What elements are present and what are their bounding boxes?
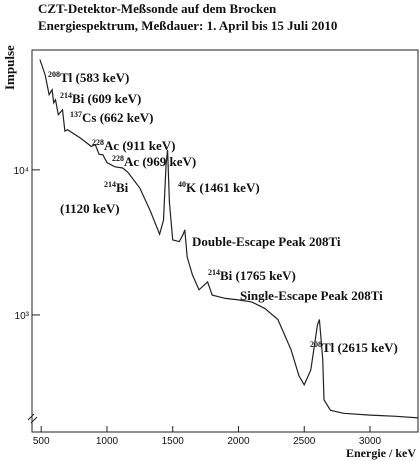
annotation: 137Cs (662 keV) <box>70 110 154 125</box>
annotation-text: Double-Escape Peak 208Ti <box>192 234 341 249</box>
annotation-sup: 40 <box>178 180 186 189</box>
annotation-sup: 214 <box>104 180 116 189</box>
annotation-text: Bi <box>116 180 129 195</box>
annotation-text: Single-Escape Peak 208Ti <box>240 288 383 303</box>
annotation: 228Ac (969 keV) <box>112 154 196 169</box>
annotation: 40K (1461 keV) <box>178 180 260 195</box>
annotation-text: K (1461 keV) <box>186 180 260 195</box>
annotation: 214Bi (609 keV) <box>60 91 141 106</box>
annotation: 208Tl (2615 keV) <box>310 340 398 355</box>
y-tick-label: 10³ <box>15 311 30 322</box>
annotation-sup: 137 <box>70 110 82 119</box>
annotation: 214Bi <box>104 180 129 195</box>
annotation-sup: 228 <box>92 138 104 147</box>
annotation-sup: 214 <box>208 268 220 277</box>
annotation-text: Ac (911 keV) <box>104 138 176 153</box>
plot-frame <box>31 49 419 433</box>
annotation-text: Ac (969 keV) <box>124 154 196 169</box>
annotation: Single-Escape Peak 208Ti <box>240 288 383 303</box>
x-tick-label: 2000 <box>227 436 250 447</box>
annotation-text: (1120 keV) <box>60 201 120 216</box>
axis-break <box>27 413 38 424</box>
x-tick-label: 1500 <box>162 436 185 447</box>
annotation-sup: 214 <box>60 91 72 100</box>
annotation-text: Tl (583 keV) <box>60 70 129 85</box>
x-tick-label: 500 <box>33 436 50 447</box>
annotation-text: Cs (662 keV) <box>82 110 154 125</box>
spectrum-line <box>39 59 419 419</box>
annotation-text: Bi (609 keV) <box>72 91 141 106</box>
chart-title: CZT-Detektor-Meßsonde auf dem Brocken <box>38 1 277 16</box>
annotation: 228Ac (911 keV) <box>92 138 176 153</box>
annotation: (1120 keV) <box>60 201 120 216</box>
annotation-text: Tl (2615 keV) <box>322 340 398 355</box>
annotation: Double-Escape Peak 208Ti <box>192 234 341 249</box>
x-axis-label: Energie / keV <box>346 446 416 460</box>
annotation-text: Bi (1765 keV) <box>220 268 296 283</box>
annotation: 208Tl (583 keV) <box>48 70 129 85</box>
annotation-sup: 228 <box>112 154 124 163</box>
x-tick-label: 3000 <box>359 436 382 447</box>
annotation: 214Bi (1765 keV) <box>208 268 296 283</box>
annotation-sup: 208 <box>310 340 322 349</box>
chart-subtitle: Energiespektrum, Meßdauer: 1. April bis … <box>38 18 337 33</box>
x-tick-label: 1000 <box>96 436 119 447</box>
y-axis-label: Impulse <box>2 45 17 90</box>
y-tick-label: 10⁴ <box>14 166 29 177</box>
x-tick-label: 2500 <box>293 436 316 447</box>
annotation-sup: 208 <box>48 70 60 79</box>
